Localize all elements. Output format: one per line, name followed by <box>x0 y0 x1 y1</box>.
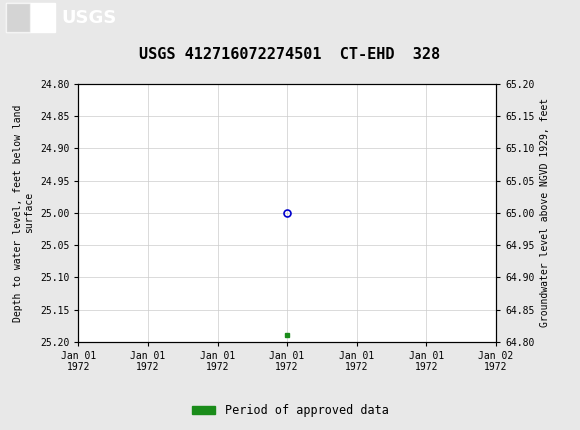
Y-axis label: Groundwater level above NGVD 1929, feet: Groundwater level above NGVD 1929, feet <box>540 98 550 327</box>
Y-axis label: Depth to water level, feet below land
surface: Depth to water level, feet below land su… <box>13 104 34 322</box>
Legend: Period of approved data: Period of approved data <box>187 399 393 422</box>
FancyBboxPatch shape <box>6 3 55 32</box>
FancyBboxPatch shape <box>6 3 30 32</box>
Text: USGS: USGS <box>61 9 116 27</box>
Text: USGS 412716072274501  CT-EHD  328: USGS 412716072274501 CT-EHD 328 <box>139 47 441 62</box>
